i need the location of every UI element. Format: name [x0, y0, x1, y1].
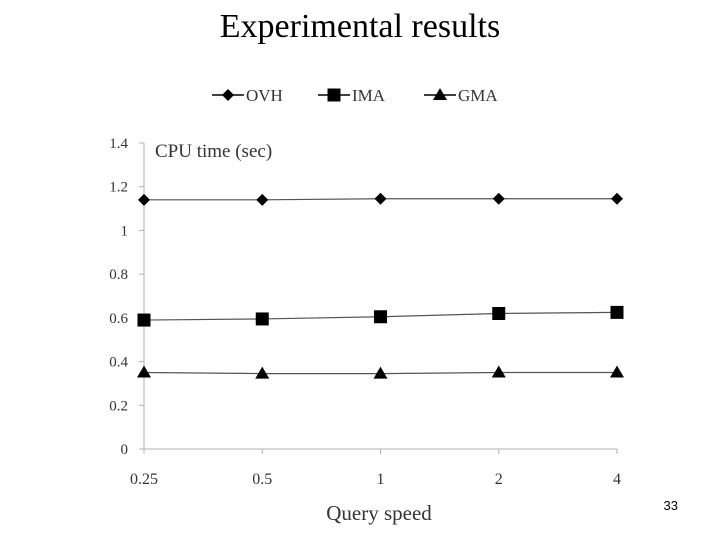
data-point-ima [255, 312, 269, 326]
x-tick-label: 4 [613, 471, 621, 488]
legend-marker-ovh [222, 89, 234, 101]
chart-legend: OVH IMA GMA [212, 86, 498, 105]
data-point-ovh [374, 192, 387, 205]
legend-item-gma: GMA [424, 86, 498, 105]
y-tick-label: 0.8 [109, 267, 128, 283]
chart-series [137, 192, 624, 379]
x-tick-label: 0.25 [130, 471, 158, 488]
y-tick-label: 0.6 [109, 311, 128, 327]
data-point-ima [492, 306, 506, 320]
series-gma [137, 365, 624, 379]
data-point-gma [610, 365, 624, 378]
slide-number: 33 [663, 498, 678, 513]
y-tick-label: 1.4 [109, 136, 128, 152]
x-axis-label: Query speed [326, 501, 432, 525]
data-point-gma [491, 365, 506, 378]
series-ima [137, 305, 624, 327]
data-point-gma [137, 365, 151, 378]
legend-marker-gma [433, 88, 447, 100]
x-tick-label: 2 [495, 471, 503, 488]
legend-marker-ima [327, 88, 341, 102]
y-tick-label: 0 [121, 442, 129, 458]
data-point-ovh [611, 192, 623, 205]
data-point-gma [255, 366, 270, 379]
y-tick-label: 1.2 [109, 180, 128, 196]
legend-label-ovh: OVH [246, 86, 283, 105]
data-point-ovh [492, 192, 505, 205]
y-tick-label: 0.2 [109, 398, 128, 414]
chart-axes: 0 0.2 0.4 0.6 0.8 1 1.2 1.4 0.25 0.5 1 2 4 [109, 136, 621, 488]
data-point-ovh [138, 193, 150, 206]
data-point-ima [610, 305, 624, 319]
y-tick-label: 0.4 [109, 355, 128, 371]
data-point-ima [374, 310, 387, 324]
series-ovh [138, 192, 623, 206]
y-axis-label: CPU time (sec) [155, 141, 272, 162]
legend-item-ovh: OVH [212, 86, 283, 105]
x-tick-label: 1 [377, 471, 385, 488]
data-point-ima [137, 313, 151, 327]
x-tick-label: 0.5 [252, 471, 272, 488]
legend-label-ima: IMA [352, 86, 386, 105]
legend-label-gma: GMA [458, 86, 498, 105]
legend-item-ima: IMA [318, 86, 386, 105]
slide-title: Experimental results [219, 8, 501, 45]
y-tick-label: 1 [121, 223, 129, 239]
data-point-ovh [256, 193, 269, 206]
data-point-gma [373, 366, 388, 379]
